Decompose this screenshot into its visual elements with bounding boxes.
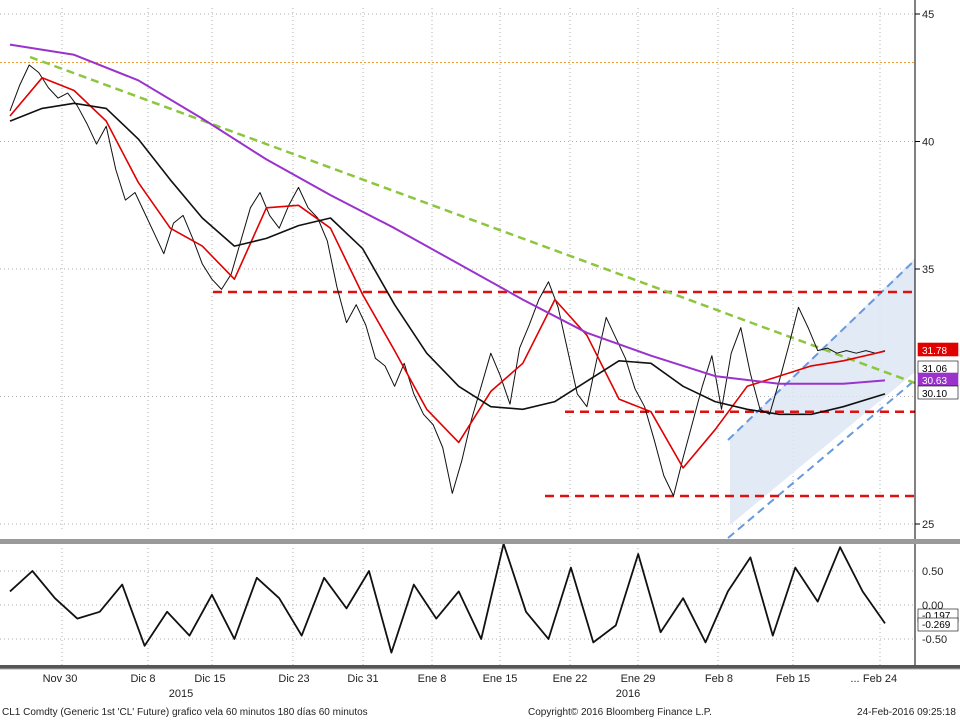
osc-tag-2: -0.197 (922, 611, 951, 622)
panel-separator (0, 539, 960, 544)
xtick-1: Dic 8 (130, 673, 155, 685)
price-tag-bg-0 (917, 342, 959, 357)
osc-tag-bg (917, 617, 959, 632)
series-osc-line (9, 542, 886, 654)
year-label-0: 2015 (169, 688, 193, 700)
xtick-2: Dic 15 (194, 673, 225, 685)
downtrend-line (29, 55, 916, 385)
xtick-6: Ene 15 (483, 673, 518, 685)
xtick-12: Feb 24 (863, 673, 897, 685)
channel-upper-line (727, 259, 916, 441)
series-ma_long-line (9, 43, 886, 385)
ytick-osc-2: -0.50 (922, 634, 947, 646)
xtick-11: ... (850, 673, 859, 685)
channel-lower-line (727, 379, 916, 539)
osc-tag: -0.269 (922, 620, 951, 631)
footer-left: CL1 Comdty (Generic 1st 'CL' Future) gra… (2, 707, 368, 718)
price-tag-3: 30.10 (922, 389, 947, 400)
bottom-separator (0, 665, 960, 669)
footer-center: Copyright© 2016 Bloomberg Finance L.P. (528, 707, 712, 718)
price-tag-0: 31.78 (922, 346, 947, 357)
axes: 454035250.500.00-0.5031.7831.0630.6330.1… (0, 0, 960, 700)
channel-fill (730, 258, 915, 525)
xtick-7: Ene 22 (553, 673, 588, 685)
ytick-osc-0: 0.50 (922, 566, 943, 578)
footer: CL1 Comdty (Generic 1st 'CL' Future) gra… (2, 707, 956, 718)
series-ma_slow-line (9, 102, 886, 416)
year-label-1: 2016 (616, 688, 640, 700)
oscillator-panel (0, 542, 915, 666)
xtick-4: Dic 31 (347, 673, 378, 685)
xtick-3: Dic 23 (278, 673, 309, 685)
ytick-price-3: 25 (922, 519, 934, 531)
xtick-9: Feb 8 (705, 673, 733, 685)
ytick-price-1: 40 (922, 137, 934, 149)
price-panel (0, 8, 916, 539)
price-tag-2: 30.63 (922, 376, 947, 387)
xtick-0: Nov 30 (43, 673, 78, 685)
xtick-10: Feb 15 (776, 673, 810, 685)
price-tag-1: 31.06 (922, 364, 947, 375)
ytick-price-0: 45 (922, 9, 934, 21)
price-tag-bg-3 (917, 385, 959, 400)
xtick-5: Ene 8 (418, 673, 447, 685)
series-price-line (9, 64, 886, 497)
footer-right: 24-Feb-2016 09:25:18 (857, 707, 956, 718)
xtick-8: Ene 29 (621, 673, 656, 685)
series-ma_fast-line (9, 77, 886, 469)
ytick-price-2: 35 (922, 264, 934, 276)
